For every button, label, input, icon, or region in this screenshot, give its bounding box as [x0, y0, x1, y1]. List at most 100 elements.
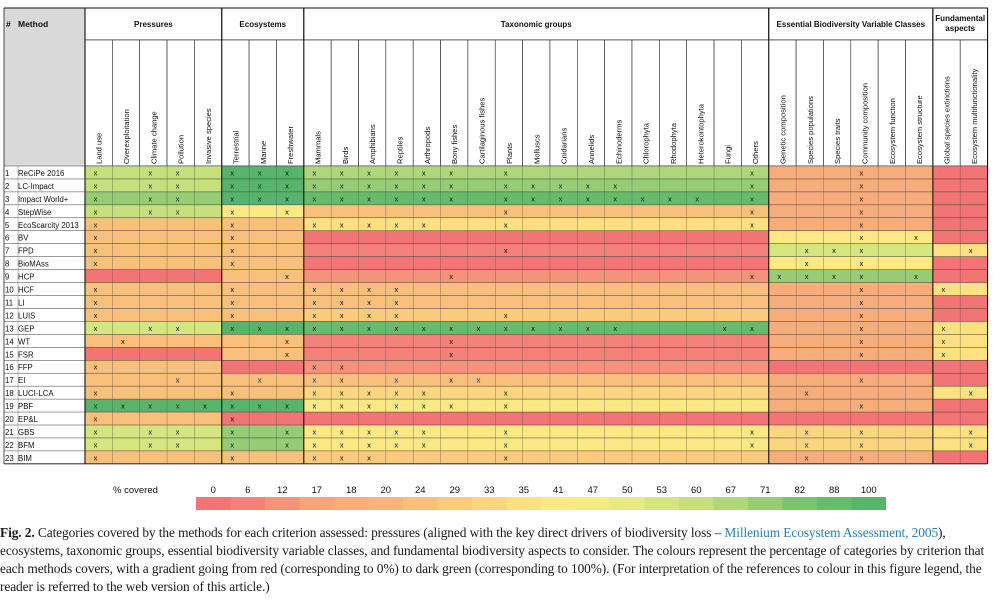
covered-mark: x [586, 324, 590, 333]
covered-mark: x [121, 337, 125, 346]
covered-mark: x [395, 324, 399, 333]
coverage-cell [85, 166, 222, 179]
row-number: 5 [5, 221, 10, 230]
column-header-label: Community composition [860, 83, 869, 164]
coverage-cell [85, 217, 222, 231]
row-method-label: HCF [18, 286, 34, 295]
covered-mark: x [367, 389, 371, 398]
covered-mark: x [422, 181, 426, 190]
row-method-label: GEP [18, 324, 34, 333]
coverage-cell [303, 399, 769, 413]
covered-mark: x [94, 298, 98, 307]
covered-mark: x [312, 376, 316, 385]
coverage-cell [221, 321, 304, 335]
legend-swatch [541, 497, 576, 510]
covered-mark: x [367, 453, 371, 462]
covered-mark: x [340, 298, 344, 307]
column-header-cell [467, 39, 496, 167]
coverage-cell [221, 230, 304, 244]
coverage-cell [303, 282, 769, 296]
legend-swatch [472, 497, 507, 510]
covered-mark: x [230, 246, 234, 255]
covered-mark: x [285, 337, 289, 346]
table-row [4, 256, 85, 270]
covered-mark: x [805, 246, 809, 255]
column-header-label: Annelids [587, 135, 596, 164]
legend-swatch [575, 497, 610, 510]
row-method-label: LI [18, 298, 25, 307]
covered-mark: x [148, 440, 152, 449]
covered-mark: x [942, 285, 946, 294]
row-number: 3 [5, 195, 9, 204]
coverage-cell [85, 308, 222, 322]
covered-mark: x [94, 246, 98, 255]
covered-mark: x [258, 194, 262, 203]
column-header-label: Chlorophyta [642, 122, 651, 164]
coverage-cell [303, 178, 769, 192]
covered-mark: x [367, 285, 371, 294]
covered-mark: x [613, 181, 617, 190]
covered-mark: x [395, 285, 399, 294]
covered-mark: x [859, 402, 863, 411]
group-header-label: Taxonomic groups [501, 20, 573, 29]
figure-caption: Fig. 2. Categories covered by the method… [0, 524, 1000, 596]
coverage-cell [221, 360, 304, 374]
column-header-label: Birds [341, 146, 350, 164]
coverage-cell [303, 256, 769, 270]
covered-mark: x [148, 402, 152, 411]
column-header-label: Global species extinctions [943, 76, 952, 164]
covered-mark: x [340, 453, 344, 462]
covered-mark: x [176, 440, 180, 449]
covered-mark: x [312, 194, 316, 203]
covered-mark: x [449, 402, 453, 411]
row-number: 2 [5, 182, 9, 191]
table-row [4, 243, 85, 257]
legend-swatch [644, 497, 679, 510]
coverage-cell [303, 308, 769, 322]
covered-mark: x [750, 207, 754, 216]
covered-mark: x [94, 168, 98, 177]
covered-mark: x [312, 389, 316, 398]
column-header-cell [494, 39, 523, 167]
column-header-label: Ecosystem function [888, 98, 897, 164]
column-header-label: Overexploitation [122, 109, 131, 164]
legend-value: 0 [211, 485, 216, 496]
column-header-cell [112, 39, 140, 167]
covered-mark: x [449, 272, 453, 281]
table-row [4, 217, 85, 231]
coverage-cell [221, 256, 304, 270]
column-header-label: Heterokontophyta [696, 103, 705, 164]
header-method-cell [4, 8, 85, 166]
covered-mark: x [586, 181, 590, 190]
covered-mark: x [750, 427, 754, 436]
column-header-cell [139, 39, 168, 167]
row-number: 9 [5, 273, 9, 282]
covered-mark: x [750, 440, 754, 449]
covered-mark: x [859, 272, 863, 281]
legend-value: 17 [311, 485, 322, 496]
covered-mark: x [859, 168, 863, 177]
coverage-cell [85, 321, 222, 335]
legend-value: 88 [829, 485, 840, 496]
row-method-label: GBS [18, 428, 34, 437]
covered-mark: x [312, 324, 316, 333]
covered-mark: x [449, 350, 453, 359]
column-header-label: Arthropods [423, 127, 432, 164]
group-header-0 [84, 7, 223, 41]
caption-reference-link[interactable]: Millenium Ecosystem Assessment, 2005 [724, 525, 939, 540]
covered-mark: x [531, 181, 535, 190]
covered-mark: x [230, 259, 234, 268]
covered-mark: x [859, 181, 863, 190]
coverage-cell [85, 412, 222, 425]
covered-mark: x [230, 402, 234, 411]
column-header-cell [358, 39, 387, 167]
covered-mark: x [230, 298, 234, 307]
coverage-cell [303, 412, 769, 425]
covered-mark: x [395, 376, 399, 385]
covered-mark: x [94, 181, 98, 190]
covered-mark: x [531, 194, 535, 203]
covered-mark: x [367, 402, 371, 411]
covered-mark: x [395, 298, 399, 307]
legend-value: 82 [794, 485, 805, 496]
covered-mark: x [230, 194, 234, 203]
